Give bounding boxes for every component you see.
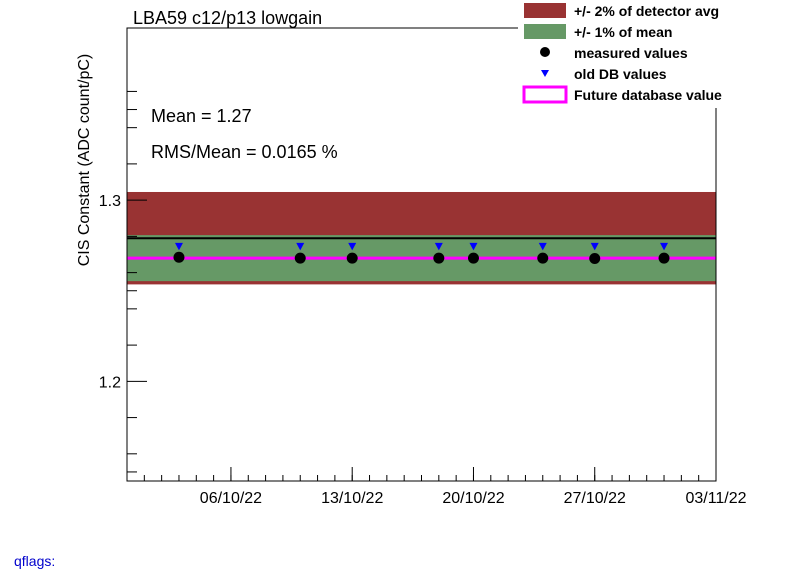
old-db-value-point bbox=[174, 242, 183, 251]
y-axis-label: CIS Constant (ADC count/pC) bbox=[76, 54, 93, 267]
y-tick-label: 1.2 bbox=[99, 374, 121, 391]
old-db-value-point bbox=[469, 242, 478, 251]
x-tick-label: 03/11/22 bbox=[685, 490, 746, 507]
old-db-value-point bbox=[296, 242, 305, 251]
legend: +/- 2% of detector avg +/- 1% of mean me… bbox=[518, 0, 748, 108]
axes-layer: 1.2 1.3 06/10/22 13/10/22 20/10/22 27/10/22 03… bbox=[99, 90, 747, 507]
rms-stat: RMS/Mean = 0.0165 % bbox=[151, 142, 338, 162]
old-db-value-point bbox=[538, 242, 547, 251]
legend-label-mean-band: +/- 1% of mean bbox=[574, 24, 672, 40]
measured-value-point bbox=[537, 252, 549, 264]
lines-layer bbox=[127, 237, 716, 260]
measured-value-point bbox=[433, 252, 445, 264]
old-db-value-point bbox=[434, 242, 443, 251]
legend-swatch-line bbox=[522, 85, 568, 104]
legend-swatch-box bbox=[524, 24, 566, 39]
measured-value-point bbox=[173, 251, 185, 263]
x-tick-label: 20/10/22 bbox=[442, 490, 504, 507]
measured-value-point bbox=[589, 252, 601, 264]
y-tick-label: 1.3 bbox=[99, 193, 121, 210]
x-tick-label: 06/10/22 bbox=[200, 490, 262, 507]
measured-value-point bbox=[658, 252, 670, 264]
old-db-value-point bbox=[660, 242, 669, 251]
x-tick-label: 13/10/22 bbox=[321, 490, 383, 507]
old-db-value-point bbox=[590, 242, 599, 251]
legend-swatches bbox=[522, 3, 568, 104]
x-tick-label: 27/10/22 bbox=[564, 490, 626, 507]
chart-title: LBA59 c12/p13 lowgain bbox=[133, 8, 322, 28]
legend-label-detector-avg: +/- 2% of detector avg bbox=[574, 3, 719, 19]
legend-swatch-circle bbox=[540, 47, 550, 57]
old-db-value-point bbox=[348, 242, 357, 251]
legend-swatch-triangle bbox=[541, 70, 549, 77]
legend-label-old-db: old DB values bbox=[574, 66, 667, 82]
measured-value-point bbox=[294, 252, 306, 264]
legend-swatch-box bbox=[524, 3, 566, 18]
legend-label-future-db: Future database value bbox=[574, 87, 722, 103]
measured-value-point bbox=[346, 252, 358, 264]
mean-stat: Mean = 1.27 bbox=[151, 106, 252, 126]
measured-value-point bbox=[467, 252, 479, 264]
points-layer bbox=[173, 242, 670, 264]
legend-label-measured: measured values bbox=[574, 45, 688, 61]
qflags-label: qflags: bbox=[14, 553, 56, 569]
